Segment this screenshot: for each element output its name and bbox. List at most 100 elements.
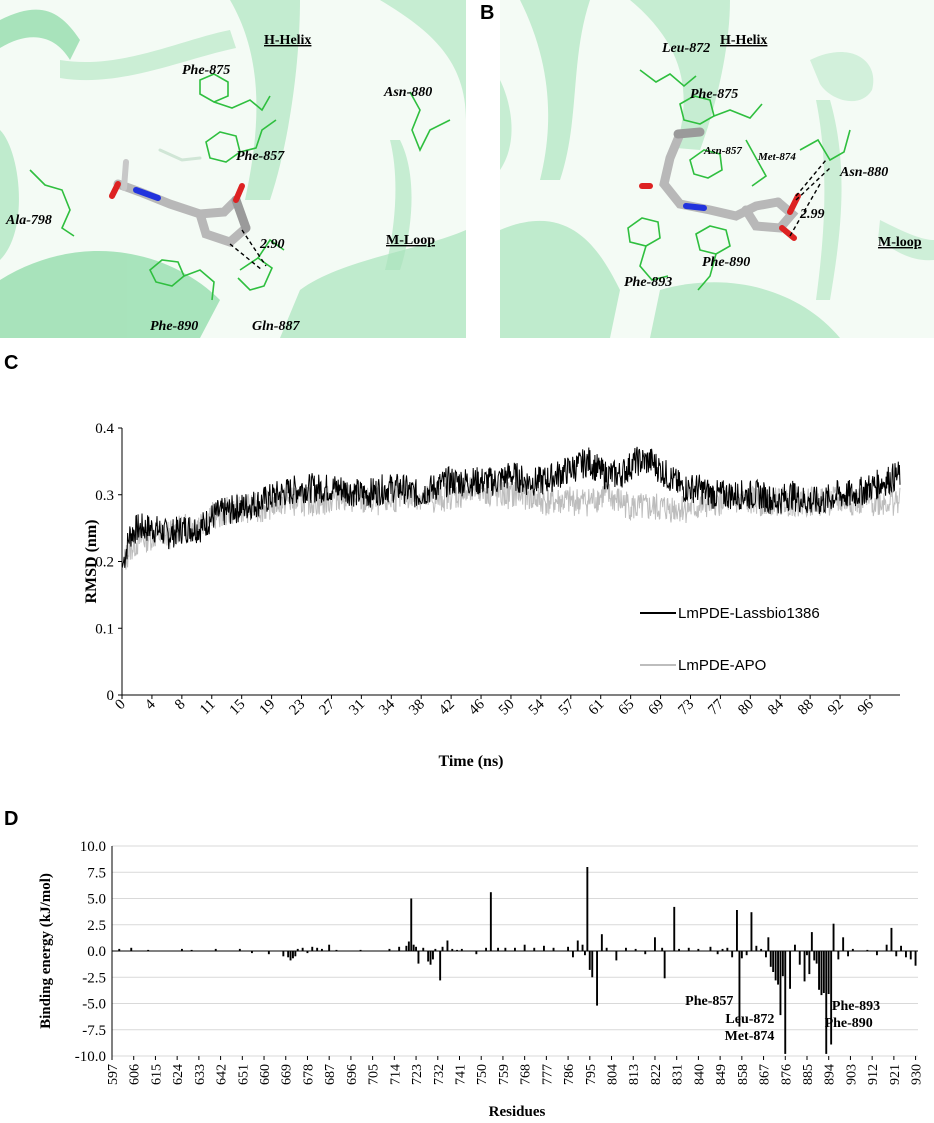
x-tick-label: 23 (286, 697, 308, 719)
x-tick-label: 759 (497, 1064, 512, 1085)
bar-residue-752 (485, 947, 487, 951)
bar-residue-880 (794, 944, 796, 951)
y-tick-label: 0.2 (95, 555, 114, 571)
x-tick-label: 11 (197, 697, 219, 719)
label-asn880-a: Asn-880 (383, 85, 432, 100)
bar-residue-674 (296, 948, 299, 951)
bar-residue-731 (434, 948, 437, 951)
bar-residue-878 (789, 951, 791, 989)
ligand-a (109, 148, 251, 248)
x-tick-label: 813 (627, 1064, 642, 1085)
bar-residue-874 (779, 951, 782, 1016)
x-tick-label: 822 (649, 1064, 664, 1085)
x-tick-label: 804 (606, 1064, 621, 1085)
x-tick-label: 27 (316, 696, 338, 718)
bar-residue-871 (772, 951, 775, 972)
hbond-lines-a (229, 229, 267, 271)
x-tick-label: 65 (616, 697, 638, 719)
label-h-helix-a: H-Helix (264, 33, 311, 48)
bar-residue-891 (820, 951, 823, 996)
x-tick-label: 4 (142, 696, 159, 713)
bar-residue-868 (765, 951, 767, 958)
series-line-lmpde-lassbio1386 (121, 446, 901, 569)
series-line-lmpde-apo (121, 475, 901, 570)
bar-residue-924 (900, 945, 902, 952)
residue-sticks-b (627, 69, 851, 291)
x-tick-label: 633 (193, 1064, 208, 1085)
bar-residue-852 (726, 947, 729, 951)
ligand-b (639, 127, 801, 241)
bar-residue-605 (130, 947, 133, 951)
bar-residue-673 (294, 951, 297, 957)
bar-residue-655 (251, 951, 253, 954)
bar-residue-866 (760, 948, 763, 951)
bar-residue-684 (321, 948, 323, 951)
bar-residue-914 (876, 951, 878, 956)
bar-residue-902 (847, 951, 849, 957)
bar-residue-862 (750, 912, 753, 951)
x-tick-label: 8 (172, 697, 189, 714)
bar-residue-896 (832, 923, 835, 951)
bar-residue-850 (721, 948, 724, 951)
bar-residue-722 (412, 944, 415, 951)
x-axis-title: Time (ns) (438, 753, 503, 770)
annotation-phe-893: Phe-893 (832, 999, 880, 1014)
x-tick-label: 50 (496, 697, 518, 719)
y-tick-label: 7.5 (87, 865, 106, 881)
bar-residue-875 (781, 951, 784, 977)
label-asn880-b: Asn-880 (839, 165, 888, 180)
bar-residue-680 (311, 946, 314, 951)
hbond-lines-b (789, 159, 831, 237)
legend-label: LmPDE-Lassbio1386 (678, 605, 820, 622)
x-tick-label: 642 (215, 1064, 230, 1085)
bar-residue-806 (615, 951, 618, 961)
bar-residue-723 (415, 946, 417, 951)
label-gln887-a: Gln-887 (252, 319, 300, 334)
x-tick-label: 678 (301, 1064, 316, 1085)
bar-residue-719 (405, 945, 408, 952)
bar-residue-716 (398, 946, 401, 951)
bar-residue-734 (441, 946, 444, 951)
molecular-view-b: H-Helix M-loop Leu-872 Phe-875 Asn-857 M… (500, 0, 934, 338)
bar-residue-888 (813, 951, 816, 961)
panel-letter-c: C (4, 352, 19, 374)
x-tick-label: 669 (280, 1064, 295, 1085)
bar-residue-870 (769, 951, 772, 967)
x-tick-label: 46 (466, 696, 488, 718)
bar-residue-904 (851, 948, 854, 951)
x-tick-label: 750 (475, 1064, 490, 1085)
bar-residue-922 (895, 951, 898, 957)
bar-residue-920 (890, 927, 893, 951)
bar-residue-856 (736, 910, 738, 951)
bar-residue-892 (822, 951, 825, 993)
x-tick-label: 705 (367, 1064, 382, 1085)
x-tick-label: 77 (705, 696, 727, 718)
x-tick-label: 42 (436, 697, 458, 719)
label-phe857-a: Phe-857 (236, 149, 285, 164)
bar-residue-794 (586, 867, 589, 951)
bar-residue-764 (514, 947, 516, 951)
bar-residue-814 (634, 948, 637, 951)
bar-residue-885 (806, 951, 808, 956)
y-axis-title: RMSD (nm) (83, 520, 100, 604)
bar-residue-858 (740, 951, 743, 959)
bar-residue-918 (885, 944, 888, 951)
docking-pose-b: H-Helix M-loop Leu-872 Phe-875 Asn-857 M… (500, 0, 934, 338)
bar-residue-728 (427, 951, 430, 962)
bar-residue-830 (673, 906, 676, 951)
x-tick-label: 894 (823, 1064, 838, 1085)
bar-residue-760 (504, 947, 507, 951)
bar-residue-926 (905, 951, 907, 958)
label-h-helix-b: H-Helix (720, 33, 767, 48)
bar-residue-724 (417, 951, 420, 964)
bar-residue-900 (842, 937, 845, 951)
annotation-leu-872: Leu-872 (725, 1012, 774, 1027)
bar-residue-818 (644, 951, 647, 955)
bar-residue-640 (214, 948, 217, 951)
label-phe890-a: Phe-890 (150, 319, 198, 334)
x-tick-label: 38 (406, 697, 428, 719)
bar-residue-873 (777, 951, 779, 985)
bar-residue-754 (489, 892, 492, 951)
y-tick-label: 0.4 (95, 421, 114, 437)
x-tick-label: 597 (106, 1064, 121, 1085)
